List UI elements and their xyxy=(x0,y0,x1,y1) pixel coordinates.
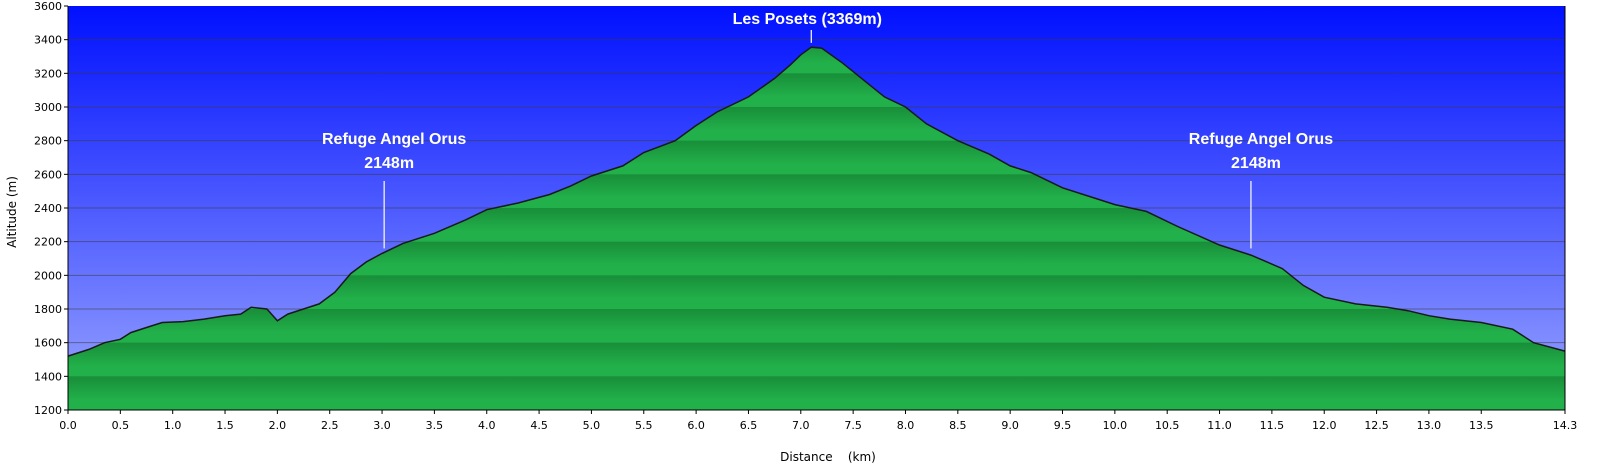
x-tick-label: 4.0 xyxy=(478,419,496,432)
x-tick-label: 0.5 xyxy=(112,419,130,432)
x-tick-label: 9.0 xyxy=(1001,419,1019,432)
annotation-label: Les Posets (3369m) xyxy=(733,11,882,28)
x-tick-label: 8.5 xyxy=(949,419,967,432)
x-tick-label: 3.5 xyxy=(426,419,444,432)
annotation-1: Refuge Angel Orus 2148m xyxy=(322,131,466,249)
annotation-0: Les Posets (3369m) xyxy=(733,11,882,43)
x-tick-label: 7.5 xyxy=(844,419,862,432)
x-tick-label: 12.0 xyxy=(1312,419,1337,432)
x-tick-label: 6.0 xyxy=(687,419,705,432)
y-axis-title: Altitude (m) xyxy=(5,176,19,248)
x-tick-label: 10.0 xyxy=(1103,419,1128,432)
y-tick-label: 2400 xyxy=(34,202,62,215)
x-tick-label: 1.5 xyxy=(216,419,234,432)
y-tick-label: 2800 xyxy=(34,135,62,148)
x-tick-label: 13.0 xyxy=(1417,419,1442,432)
annotation-2: Refuge Angel Orus 2148m xyxy=(1189,131,1333,249)
x-tick-label: 0.0 xyxy=(59,419,77,432)
x-tick-label: 12.5 xyxy=(1364,419,1389,432)
y-tick-label: 2000 xyxy=(34,269,62,282)
y-tick-label: 1600 xyxy=(34,337,62,350)
y-tick-label: 3600 xyxy=(34,0,62,13)
annotation-value: 2148m xyxy=(364,155,414,172)
x-tick-label: 2.5 xyxy=(321,419,339,432)
annotation-label: Refuge Angel Orus xyxy=(322,131,466,148)
x-tick-label: 10.5 xyxy=(1155,419,1180,432)
y-tick-label: 1800 xyxy=(34,303,62,316)
x-tick-label: 6.5 xyxy=(740,419,758,432)
y-tick-label: 2200 xyxy=(34,236,62,249)
x-tick-label: 11.5 xyxy=(1260,419,1285,432)
x-tick-label: 2.0 xyxy=(269,419,287,432)
annotation-value: 2148m xyxy=(1231,155,1281,172)
x-tick-label: 13.5 xyxy=(1469,419,1494,432)
y-tick-label: 3000 xyxy=(34,101,62,114)
x-tick-label: 1.0 xyxy=(164,419,182,432)
y-tick-label: 2600 xyxy=(34,168,62,181)
y-tick-label: 1200 xyxy=(34,404,62,417)
x-tick-label: 11.0 xyxy=(1207,419,1232,432)
x-tick-label: 8.0 xyxy=(897,419,915,432)
elevation-outline xyxy=(67,46,1566,357)
y-tick-label: 1400 xyxy=(34,370,62,383)
x-tick-label: 5.5 xyxy=(635,419,653,432)
x-tick-label: 4.5 xyxy=(530,419,548,432)
x-tick-label: 5.0 xyxy=(583,419,601,432)
y-tick-label: 3200 xyxy=(34,67,62,80)
x-tick-label: 14.3 xyxy=(1553,419,1578,432)
axes: 1200 1400 1600 1800 2000 2200 2400 2600 2800 3000… xyxy=(34,0,1577,432)
y-tick-label: 3400 xyxy=(34,34,62,47)
x-tick-label: 3.0 xyxy=(373,419,391,432)
x-axis-title: Distance (km) xyxy=(780,450,876,464)
annotations: Les Posets (3369m) Refuge Angel Orus 2148m… xyxy=(322,11,1333,249)
annotation-label: Refuge Angel Orus xyxy=(1189,131,1333,148)
x-tick-label: 9.5 xyxy=(1054,419,1072,432)
x-tick-label: 7.0 xyxy=(792,419,810,432)
